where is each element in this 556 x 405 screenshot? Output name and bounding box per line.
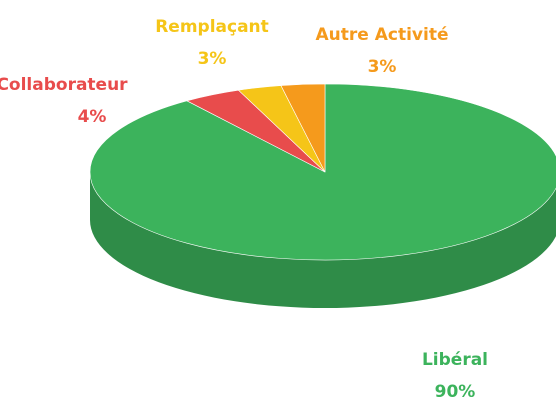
slice-value-label: 3%	[368, 57, 397, 77]
slice-label: Remplaçant	[155, 17, 269, 37]
slice-label: Autre Activité	[316, 25, 449, 45]
slice	[280, 83, 326, 173]
slice-value-label: 90%	[435, 382, 476, 402]
slice-label: Collaborateur	[0, 75, 128, 95]
slice-value-label: 3%	[198, 49, 227, 69]
slice-value-label: 4%	[78, 107, 107, 127]
slice-label: Libéral	[422, 350, 488, 370]
slice-side	[90, 172, 556, 308]
slice	[89, 83, 556, 261]
